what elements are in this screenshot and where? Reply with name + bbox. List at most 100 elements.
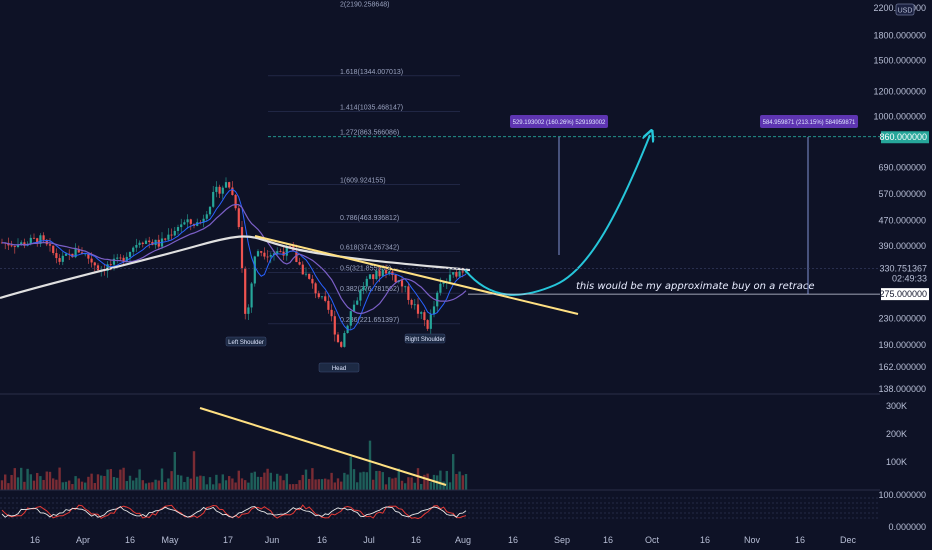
candle-body — [352, 304, 356, 312]
volume-tick-label: 300K — [886, 401, 907, 411]
target-box-2 — [760, 115, 858, 128]
volume-bar — [442, 481, 445, 490]
fib-level-label: 2(2190.258648) — [340, 2, 389, 9]
countdown-label: 02:49:33 — [892, 274, 927, 284]
candle-body — [404, 286, 407, 288]
volume-bar — [352, 469, 356, 490]
volume-bar — [349, 456, 352, 490]
volume-bar — [244, 480, 247, 490]
candle-body — [164, 238, 167, 240]
candle-body — [205, 214, 208, 219]
candle-body — [260, 251, 263, 253]
volume-bar — [381, 472, 384, 490]
time-tick-label: Dec — [840, 535, 857, 545]
candle-body — [378, 270, 381, 277]
fibonacci-levels: 2(2190.258648) 1.618(1344.007013) 1.414(10… — [268, 2, 880, 325]
candle-body — [375, 270, 378, 280]
time-tick-label: Oct — [645, 535, 660, 545]
candle-body — [314, 283, 317, 294]
volume-bar — [141, 480, 144, 490]
candle-body — [32, 237, 36, 239]
volume-bar — [4, 474, 7, 490]
fib-level-label: 1.618(1344.007013) — [340, 69, 403, 76]
volume-bar — [407, 477, 410, 490]
volume-bar — [58, 467, 61, 490]
time-tick-label: Apr — [76, 535, 90, 545]
candle-body — [256, 251, 260, 257]
time-axis: 16 Apr 16 May 17 Jun 16 Jul 16 Aug 16 Sep 16 Oct 16 Nov… — [30, 535, 857, 545]
target-box-1 — [510, 115, 608, 128]
candle-body — [141, 242, 144, 244]
candle-body — [298, 262, 301, 265]
volume-bar — [400, 480, 404, 490]
volume-bar — [208, 477, 212, 490]
candle-body — [365, 278, 368, 287]
fib-level-label: 0.618(374.267342) — [340, 245, 399, 252]
head-tag — [318, 362, 360, 373]
time-tick-label: Jul — [363, 535, 375, 545]
candle-body — [119, 257, 122, 259]
time-tick-label: 16 — [411, 535, 421, 545]
candle-body — [148, 240, 151, 242]
volume-bar — [144, 483, 148, 490]
volume-bar — [368, 440, 372, 490]
volume-bar — [279, 475, 282, 490]
volume-bar — [346, 474, 349, 490]
candle-body — [276, 251, 279, 254]
volume-bar — [157, 480, 160, 490]
time-tick-label: Sep — [554, 535, 570, 545]
oscillator — [0, 497, 880, 520]
candle-body — [282, 251, 285, 256]
volume-bar — [218, 483, 221, 490]
candle-body — [413, 304, 416, 306]
volume-bar — [413, 482, 416, 490]
candle-body — [87, 253, 90, 259]
volume-bar — [199, 475, 202, 490]
volume-bar — [45, 471, 48, 490]
candle-body — [295, 251, 298, 263]
neckline-trendline — [254, 235, 579, 315]
volume-bar — [359, 472, 362, 490]
candle-body — [186, 219, 189, 223]
candle-body — [388, 271, 391, 274]
volume-bar — [215, 474, 218, 490]
candle-body — [55, 253, 58, 259]
candle-body — [324, 296, 327, 301]
candle-body — [13, 246, 16, 248]
fib-level-label: 1.414(1035.468147) — [340, 105, 403, 112]
candle-body — [247, 307, 250, 314]
volume-bar — [7, 483, 10, 490]
candle-body — [381, 270, 384, 277]
candle-body — [410, 299, 413, 305]
price-tick-label: 470.000000 — [878, 215, 926, 225]
left-shoulder-tag-label: Left Shoulder — [228, 340, 264, 346]
candle-body — [224, 182, 228, 188]
candle-body — [336, 334, 340, 343]
volume-bar — [317, 479, 320, 490]
candle-body — [234, 195, 237, 209]
price-marker-label: 860.000000 — [879, 132, 927, 142]
right-shoulder-tag — [404, 333, 446, 344]
candle-body — [48, 244, 52, 246]
candle-body — [340, 342, 343, 347]
volume-bar — [378, 470, 381, 490]
candle-body — [116, 257, 119, 259]
volume-bar — [202, 476, 205, 490]
volume-bar — [240, 478, 244, 490]
volume-bar — [311, 468, 314, 490]
volume-bar — [308, 478, 311, 490]
volume-bar — [324, 478, 327, 490]
candle-body — [61, 255, 64, 262]
volume-bar — [100, 475, 103, 490]
price-axis-panel[interactable] — [880, 0, 932, 550]
candle-body — [180, 224, 183, 228]
currency-badge[interactable] — [895, 3, 915, 16]
candle-body — [167, 234, 170, 240]
time-tick-label: 17 — [223, 535, 233, 545]
volume-bar — [410, 477, 413, 490]
candle-body — [250, 283, 253, 308]
candle-body — [436, 292, 439, 307]
candle-body — [423, 312, 426, 321]
